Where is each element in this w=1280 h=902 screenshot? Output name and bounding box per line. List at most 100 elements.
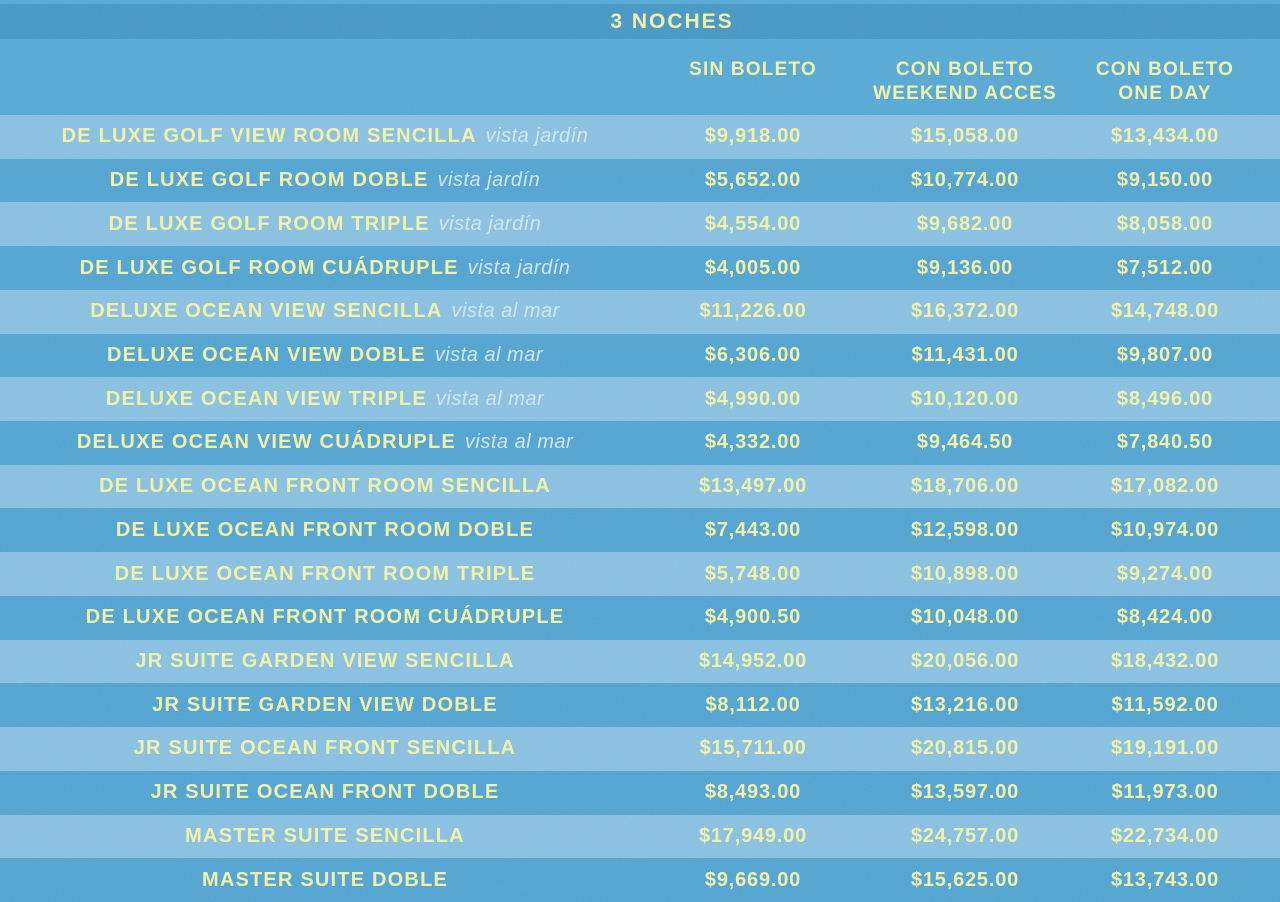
price-value: $10,898.00: [910, 562, 1020, 585]
price-value: $11,226.00: [699, 300, 807, 323]
price-cell-con-boleto-one-day: $8,058.00: [1062, 202, 1268, 246]
price-value: $22,734.00: [1110, 824, 1220, 847]
room-view-note: vista jardín: [438, 212, 542, 235]
room-view-note: vista jardín: [437, 169, 541, 192]
price-value: $7,443.00: [704, 518, 802, 541]
column-header-line: CON BOLETO: [1095, 59, 1235, 80]
price-value: $15,058.00: [910, 125, 1020, 148]
price-cell-sin-boleto: $8,493.00: [650, 771, 856, 815]
price-value: $12,598.00: [910, 518, 1020, 541]
room-name: JR SUITE OCEAN FRONT DOBLE: [150, 781, 500, 804]
room-name: MASTER SUITE DOBLE: [201, 868, 449, 891]
room-cell: DELUXE OCEAN VIEW TRIPLE vista al mar: [0, 377, 650, 421]
price-cell-sin-boleto: $13,497.00: [650, 465, 856, 509]
room-name: DE LUXE OCEAN FRONT ROOM TRIPLE: [114, 562, 536, 585]
room-view-note: vista jardín: [467, 256, 571, 279]
table-row: DELUXE OCEAN VIEW TRIPLE vista al mar $4…: [0, 377, 1280, 422]
price-cell-con-boleto-weekend: $24,757.00: [856, 815, 1074, 859]
price-cell-con-boleto-weekend: $10,120.00: [856, 377, 1074, 421]
price-cell-sin-boleto: $9,669.00: [650, 858, 856, 902]
price-value: $11,431.00: [911, 343, 1019, 366]
price-value: $10,120.00: [910, 387, 1020, 410]
price-value: $19,191.00: [1110, 737, 1220, 760]
price-value: $24,757.00: [910, 824, 1020, 847]
room-cell: JR SUITE OCEAN FRONT DOBLE: [0, 771, 650, 815]
price-cell-sin-boleto: $4,332.00: [650, 421, 856, 465]
column-headers: SIN BOLETO CON BOLETO WEEKEND ACCES CON …: [0, 58, 1280, 110]
table-row: MASTER SUITE DOBLE $9,669.00 $15,625.00 …: [0, 858, 1280, 902]
column-header-con-boleto-one-day: CON BOLETO ONE DAY: [1062, 58, 1268, 106]
price-cell-con-boleto-one-day: $8,424.00: [1062, 596, 1268, 640]
table-row: DE LUXE OCEAN FRONT ROOM TRIPLE $5,748.0…: [0, 552, 1280, 596]
room-cell: DELUXE OCEAN VIEW DOBLE vista al mar: [0, 334, 650, 378]
room-cell: DE LUXE OCEAN FRONT ROOM DOBLE: [0, 508, 650, 552]
table-row: DE LUXE OCEAN FRONT ROOM SENCILLA $13,49…: [0, 464, 1280, 509]
table-row: DE LUXE OCEAN FRONT ROOM CUÁDRUPLE $4,90…: [0, 595, 1280, 640]
price-value: $20,056.00: [910, 649, 1020, 672]
price-cell-con-boleto-one-day: $22,734.00: [1062, 815, 1268, 859]
price-cell-con-boleto-weekend: $15,058.00: [856, 115, 1074, 159]
column-header-line: CON BOLETO: [895, 59, 1035, 80]
table-row: JR SUITE OCEAN FRONT DOBLE $8,493.00 $13…: [0, 770, 1280, 815]
table-row: DE LUXE GOLF ROOM TRIPLE vista jardín $4…: [0, 202, 1280, 247]
price-value: $4,554.00: [704, 212, 802, 235]
price-value: $9,807.00: [1116, 343, 1214, 366]
price-value: $4,332.00: [704, 431, 802, 454]
room-name: DE LUXE GOLF VIEW ROOM SENCILLA: [61, 125, 477, 148]
room-cell: MASTER SUITE DOBLE: [0, 858, 650, 902]
title-band: 3 NOCHES: [0, 4, 1280, 39]
price-value: $10,774.00: [910, 169, 1020, 192]
table-row: JR SUITE GARDEN VIEW SENCILLA $14,952.00…: [0, 639, 1280, 684]
price-value: $4,990.00: [704, 387, 802, 410]
price-cell-con-boleto-one-day: $10,974.00: [1062, 508, 1268, 552]
price-value: $9,136.00: [916, 256, 1014, 279]
room-name: MASTER SUITE SENCILLA: [185, 824, 465, 847]
table-row: DELUXE OCEAN VIEW DOBLE vista al mar $6,…: [0, 333, 1280, 378]
price-value: $9,918.00: [704, 125, 802, 148]
price-cell-con-boleto-one-day: $18,432.00: [1062, 640, 1268, 684]
table-row: DE LUXE OCEAN FRONT ROOM DOBLE $7,443.00…: [0, 508, 1280, 553]
price-value: $13,497.00: [698, 475, 808, 498]
column-header-line: ONE DAY: [1118, 83, 1212, 104]
price-cell-sin-boleto: $5,748.00: [650, 552, 856, 596]
price-cell-sin-boleto: $6,306.00: [650, 334, 856, 378]
price-value: $9,669.00: [704, 868, 802, 891]
price-cell-con-boleto-weekend: $9,464.50: [856, 421, 1074, 465]
room-name: DELUXE OCEAN VIEW CUÁDRUPLE: [76, 431, 456, 454]
price-cell-con-boleto-weekend: $10,774.00: [856, 159, 1074, 203]
room-name: DE LUXE OCEAN FRONT ROOM CUÁDRUPLE: [85, 606, 565, 629]
room-name: DELUXE OCEAN VIEW SENCILLA: [90, 300, 443, 323]
page-title: 3 NOCHES: [610, 9, 734, 33]
room-cell: DE LUXE OCEAN FRONT ROOM CUÁDRUPLE: [0, 596, 650, 640]
price-cell-sin-boleto: $7,443.00: [650, 508, 856, 552]
price-cell-con-boleto-weekend: $12,598.00: [856, 508, 1074, 552]
room-name: JR SUITE GARDEN VIEW SENCILLA: [135, 649, 515, 672]
column-header-line: SIN BOLETO: [689, 59, 817, 80]
price-cell-con-boleto-weekend: $9,136.00: [856, 246, 1074, 290]
price-value: $14,952.00: [698, 649, 808, 672]
room-cell: DE LUXE GOLF ROOM TRIPLE vista jardín: [0, 202, 650, 246]
room-name: DE LUXE OCEAN FRONT ROOM SENCILLA: [99, 475, 551, 498]
price-cell-con-boleto-one-day: $13,743.00: [1062, 858, 1268, 902]
room-name: JR SUITE GARDEN VIEW DOBLE: [152, 693, 498, 716]
price-value: $13,216.00: [910, 693, 1020, 716]
column-header-sin-boleto: SIN BOLETO: [650, 58, 856, 82]
column-header-con-boleto-weekend: CON BOLETO WEEKEND ACCES: [856, 58, 1074, 106]
room-name: DE LUXE GOLF ROOM CUÁDRUPLE: [79, 256, 459, 279]
table-row: DELUXE OCEAN VIEW CUÁDRUPLE vista al mar…: [0, 421, 1280, 465]
price-cell-con-boleto-weekend: $18,706.00: [856, 465, 1074, 509]
price-value: $7,512.00: [1116, 256, 1214, 279]
room-view-note: vista jardín: [485, 125, 589, 148]
price-cell-sin-boleto: $15,711.00: [650, 727, 856, 771]
price-cell-con-boleto-one-day: $11,592.00: [1062, 683, 1268, 727]
room-view-note: vista al mar: [434, 343, 543, 366]
price-value: $11,592.00: [1111, 693, 1219, 716]
price-cell-con-boleto-one-day: $8,496.00: [1062, 377, 1268, 421]
price-cell-con-boleto-weekend: $13,216.00: [856, 683, 1074, 727]
price-cell-con-boleto-one-day: $9,274.00: [1062, 552, 1268, 596]
price-value: $8,493.00: [704, 781, 802, 804]
room-cell: DE LUXE OCEAN FRONT ROOM TRIPLE: [0, 552, 650, 596]
price-cell-con-boleto-weekend: $11,431.00: [856, 334, 1074, 378]
room-name: DELUXE OCEAN VIEW TRIPLE: [105, 387, 427, 410]
price-value: $15,625.00: [910, 868, 1020, 891]
